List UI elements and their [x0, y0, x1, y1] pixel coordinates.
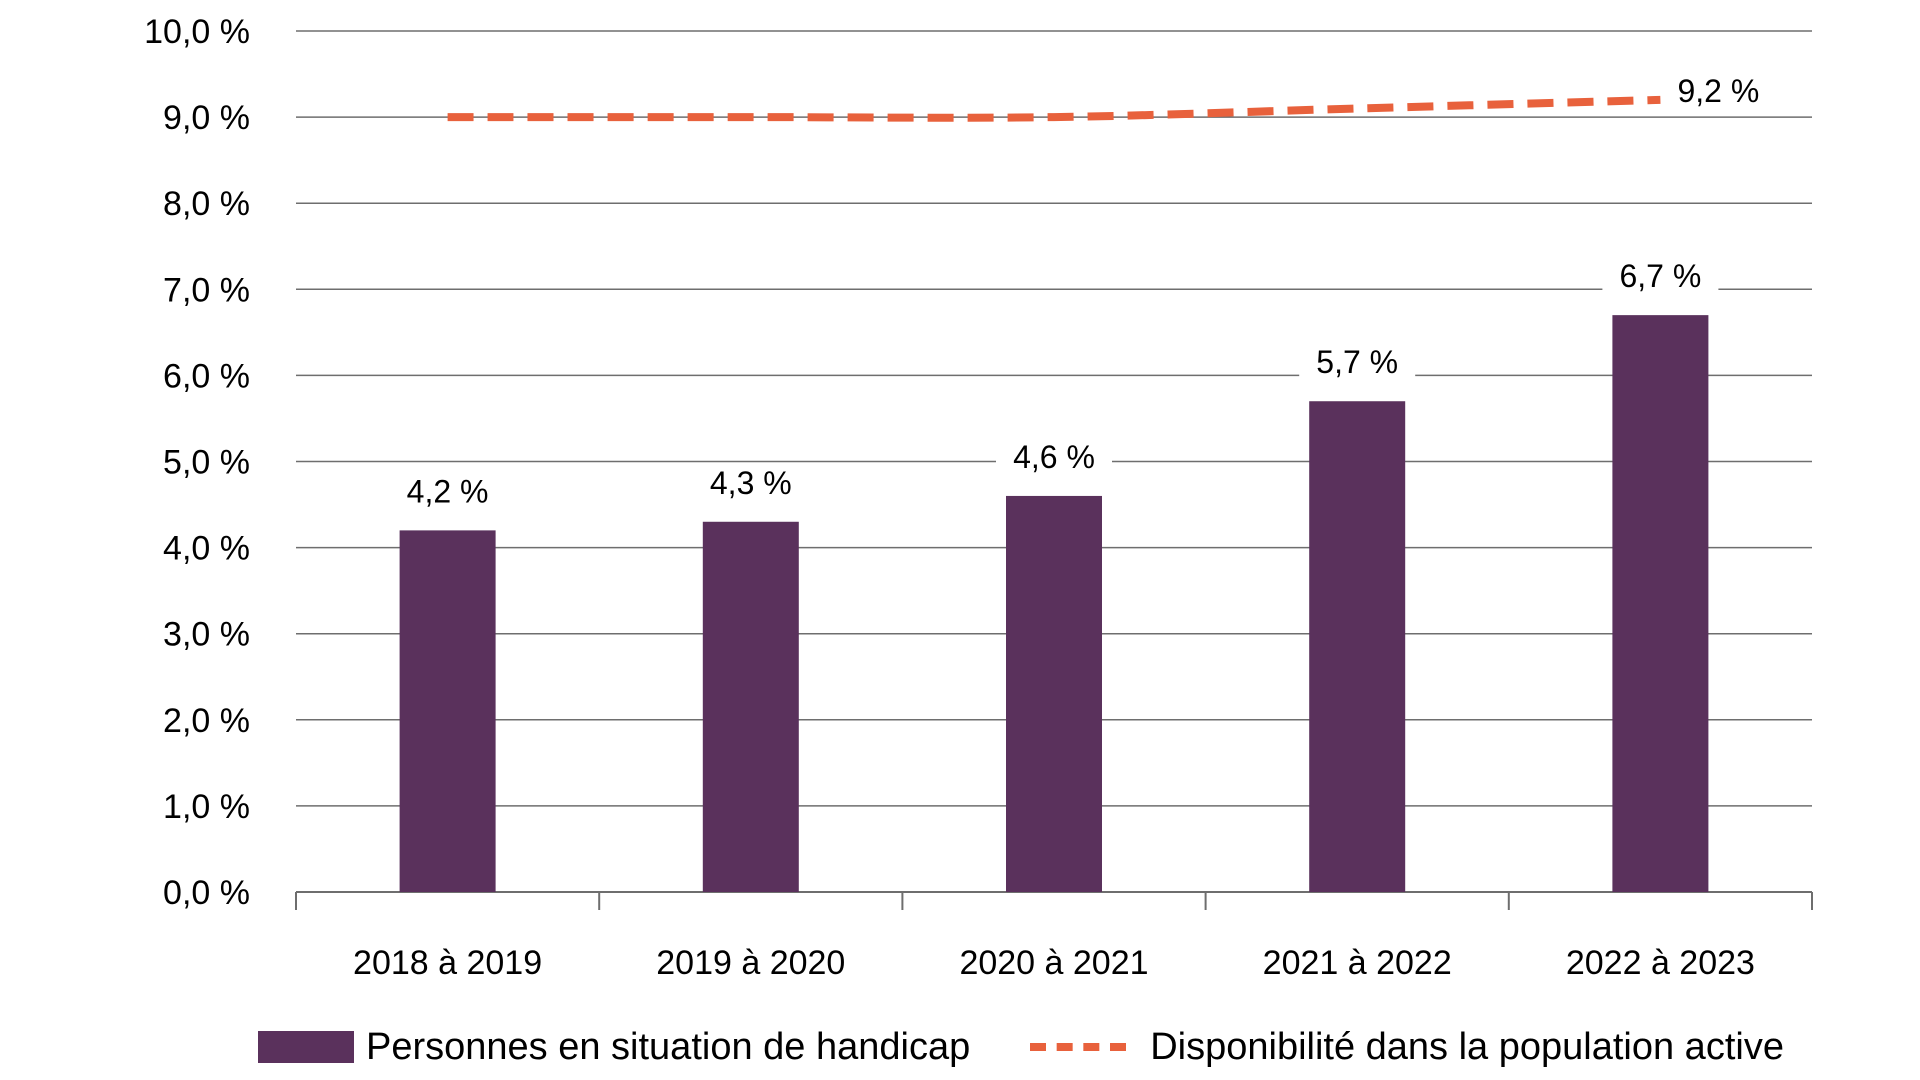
bar-data-labels: 4,2 % 4,3 % 4,6 % 5,7 % 6,7 % [389, 258, 1719, 513]
line-series: 9,2 % [447, 69, 1775, 122]
x-tick-label: 2019 à 2020 [656, 944, 845, 982]
legend-label-bar: Personnes en situation de handicap [366, 1025, 971, 1068]
y-tick-label: 2,0 % [163, 702, 250, 740]
y-tick-label: 1,0 % [163, 788, 250, 826]
legend-label-line: Disponibilité dans la population active [1150, 1025, 1784, 1068]
line-series-path [447, 95, 1661, 122]
y-tick-label: 3,0 % [163, 616, 250, 654]
bar-data-label: 4,3 % [710, 465, 792, 501]
bar [1612, 315, 1709, 892]
line-end-label-bg [1664, 69, 1775, 110]
x-tick-label: 2020 à 2021 [959, 944, 1148, 982]
y-tick-label: 6,0 % [163, 357, 250, 395]
legend-swatch-line [1030, 1043, 1127, 1051]
bar-label-bg [1299, 345, 1416, 384]
legend-swatch-bar [258, 1031, 354, 1063]
y-tick-label: 10,0 % [144, 13, 250, 51]
y-tick-label: 4,0 % [163, 530, 250, 568]
bar-data-label: 6,7 % [1619, 258, 1701, 294]
x-tick-label: 2021 à 2022 [1263, 944, 1452, 982]
bar [1006, 495, 1102, 892]
y-tick-label: 8,0 % [163, 185, 250, 223]
bar-series [399, 315, 1709, 892]
y-tick-label: 0,0 % [163, 874, 250, 912]
y-tick-label: 9,0 % [163, 99, 250, 137]
y-axis-tick-labels: 0,0 % 1,0 % 2,0 % 3,0 % 4,0 % 5,0 % 6,0 % 7,0 %… [144, 13, 250, 912]
bar-label-bg [1602, 259, 1719, 298]
y-tick-label: 5,0 % [163, 444, 250, 482]
x-tick-label: 2022 à 2023 [1566, 944, 1755, 982]
bar-data-label: 4,6 % [1013, 439, 1095, 475]
legend-item-bar: Personnes en situation de handicap [258, 1026, 970, 1069]
legend: Personnes en situation de handicap Dispo… [258, 1022, 1784, 1072]
line-end-label: 9,2 % [1677, 73, 1759, 109]
x-axis [295, 891, 1813, 910]
bar-data-label: 5,7 % [1316, 344, 1398, 380]
x-axis-tick-labels: 2018 à 2019 2019 à 2020 2020 à 2021 2021 à … [353, 944, 1755, 982]
bar-data-label: 4,2 % [407, 473, 489, 509]
x-tick-label: 2018 à 2019 [353, 944, 542, 982]
bar-label-bg [996, 439, 1112, 478]
legend-item-line: Disponibilité dans la population active [970, 1026, 1784, 1069]
bar [399, 530, 496, 892]
bar [702, 521, 799, 892]
bar [1309, 401, 1406, 892]
bar-label-bg [389, 474, 506, 513]
bar-label-bg [692, 465, 809, 504]
y-tick-label: 7,0 % [163, 271, 250, 309]
